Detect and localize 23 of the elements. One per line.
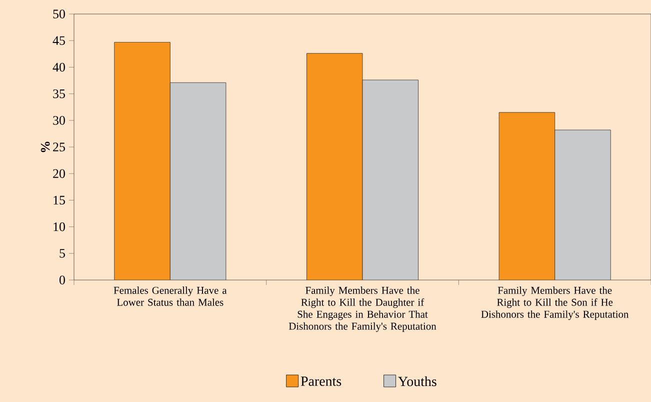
y-tick-label: 15 — [54, 196, 65, 205]
y-tick-label: 30 — [53, 116, 65, 125]
y-tick-label: 45 — [52, 36, 65, 45]
y-axis-title: % — [40, 142, 50, 152]
bar — [306, 53, 363, 280]
y-tick-label: 25 — [53, 142, 65, 152]
y-tick-label: 35 — [53, 89, 65, 98]
bar — [170, 82, 226, 280]
y-tick-label: 50 — [53, 10, 65, 18]
bar — [362, 80, 418, 280]
x-tick-label: Females Generally Have a Lower Status than Males — [114, 286, 227, 306]
bar — [554, 130, 611, 280]
legend-label: Parents — [300, 376, 342, 386]
bar — [114, 42, 170, 280]
y-tick-label: 20 — [53, 169, 65, 178]
bar — [498, 112, 556, 280]
y-tick-label: 40 — [52, 62, 65, 72]
x-tick-label: Family Members Have the Right to Kill the Daughter if She Engages in Behavior That Dishonors the Family's Reputation — [288, 286, 436, 332]
x-tick-label: Family Members Have the Right to Kill the Son if He Dishonors the Family's Reputation — [481, 286, 629, 320]
y-tick-label: 10 — [54, 222, 65, 232]
legend-label: Youths — [398, 376, 436, 386]
y-tick-label: 5 — [60, 249, 65, 258]
y-tick-label: 0 — [60, 276, 65, 284]
